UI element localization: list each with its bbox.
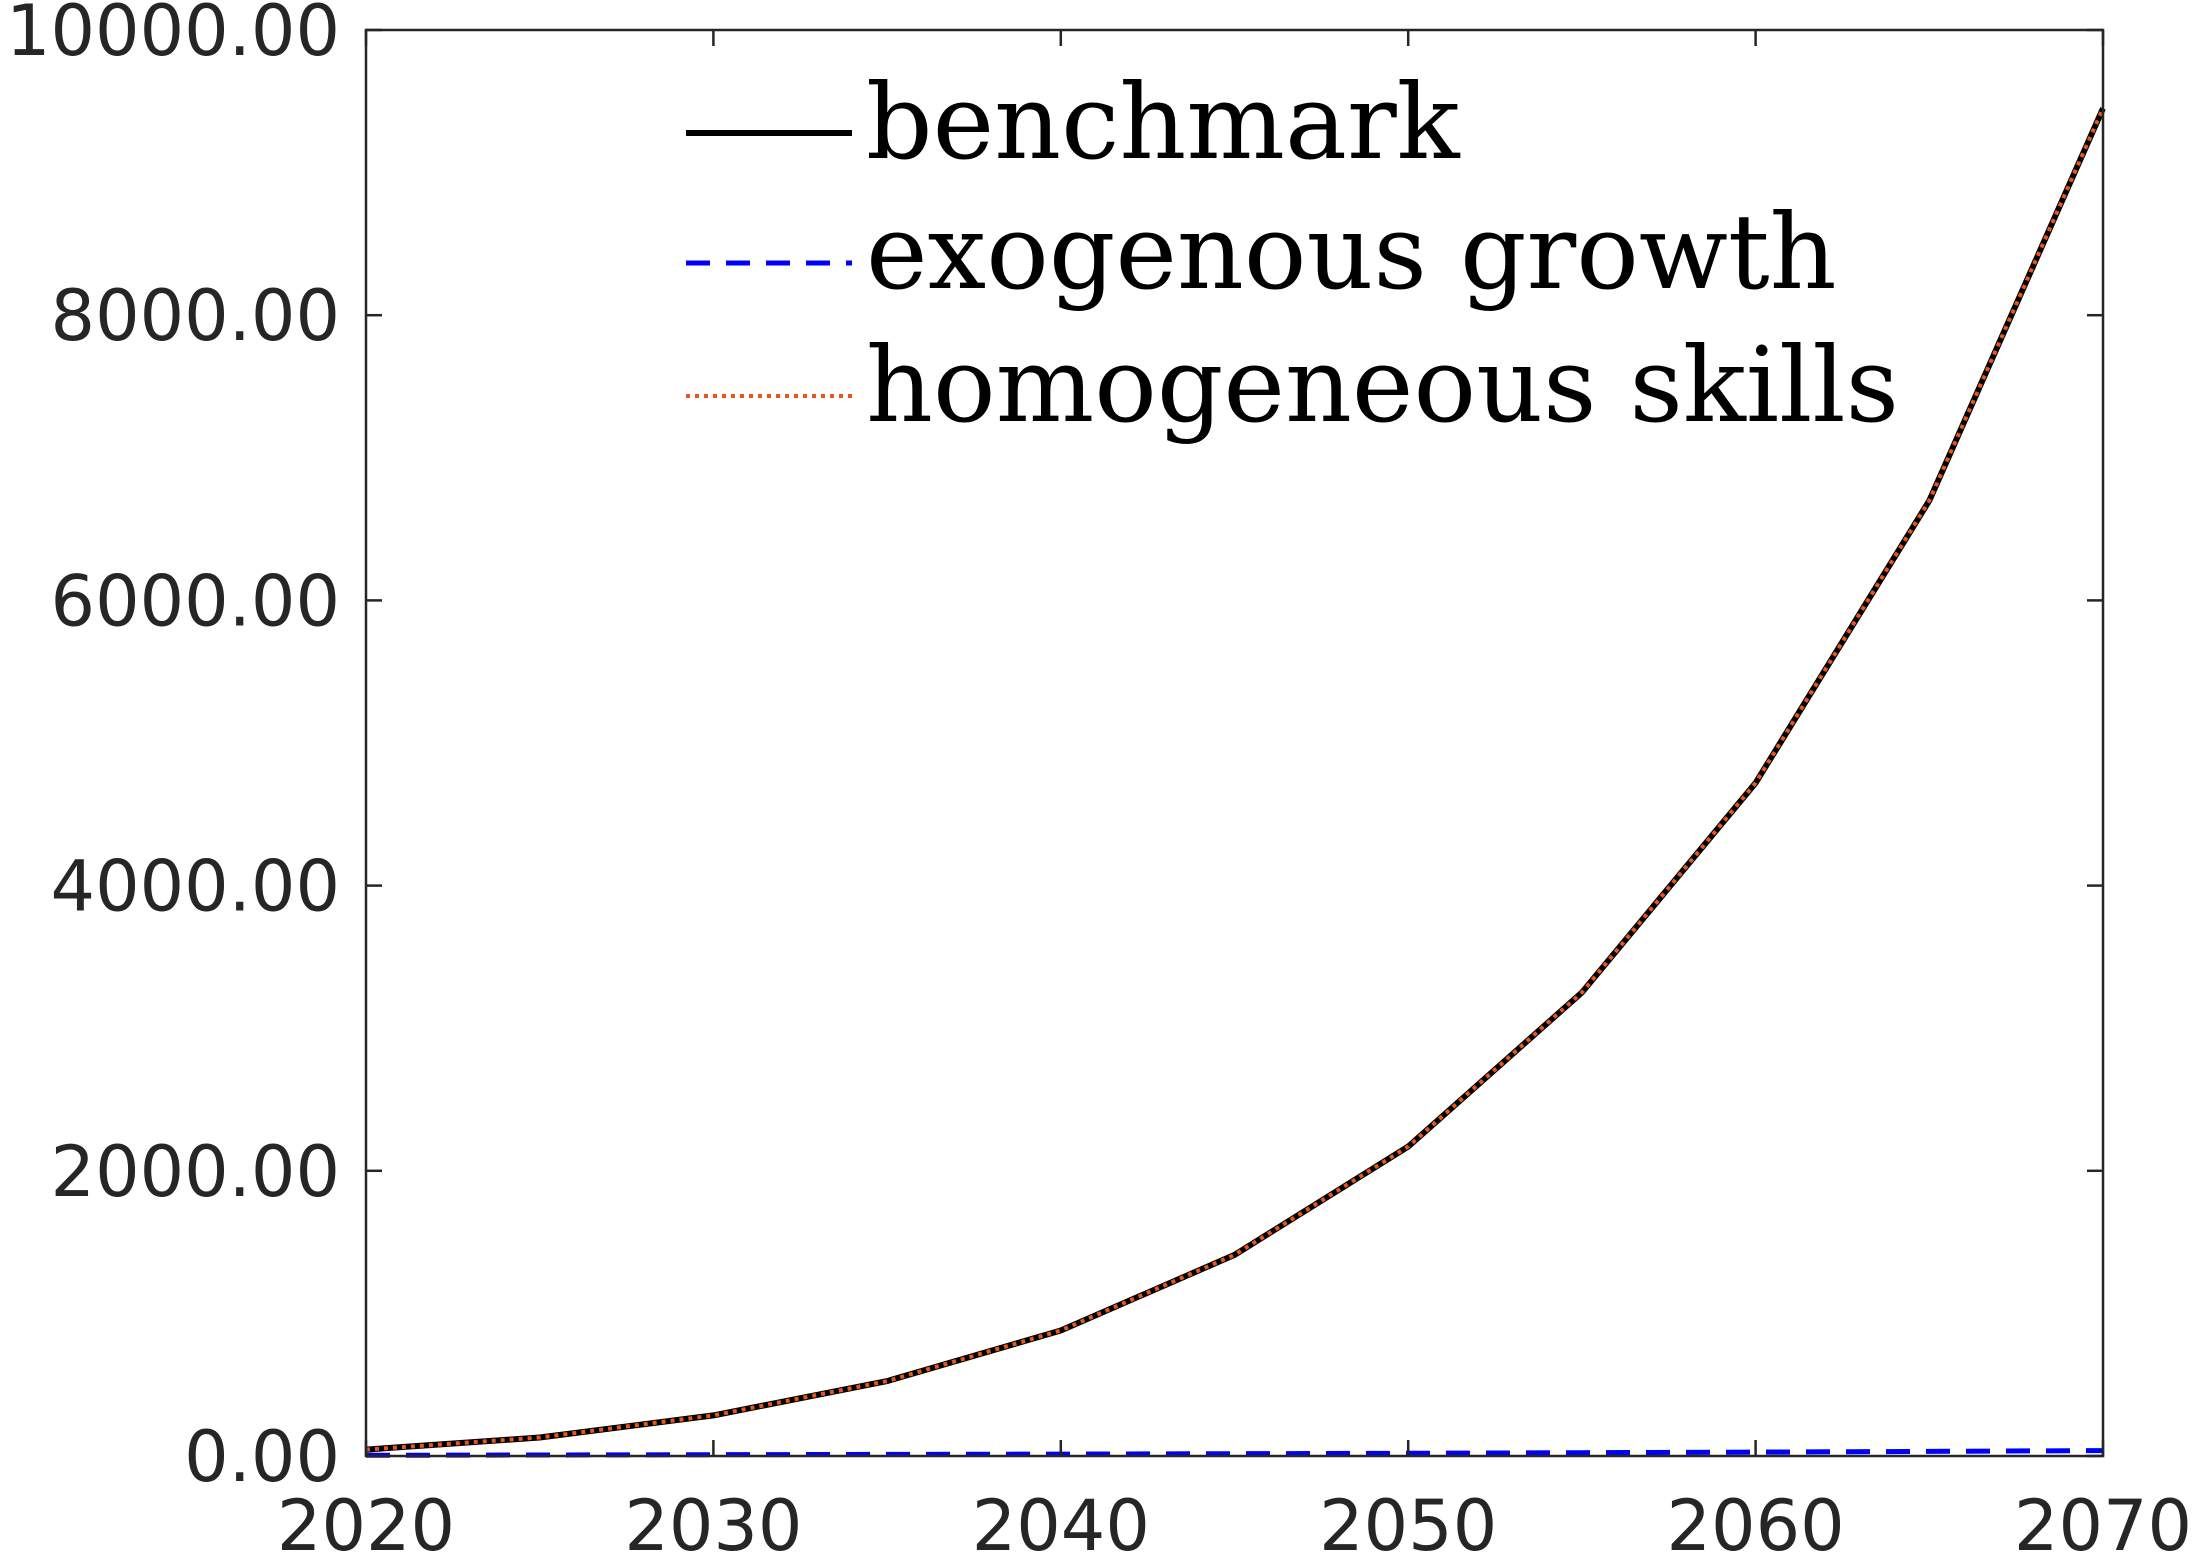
x-tick-label: 2060 xyxy=(1667,1485,1845,1554)
y-tick-label: 4000.00 xyxy=(51,846,340,928)
legend-label: homogeneous skills xyxy=(866,324,1899,446)
y-tick-label: 2000.00 xyxy=(51,1131,340,1213)
y-tick-label: 10000.00 xyxy=(6,0,340,72)
x-axis-tick-labels: 2020 2030 2040 2050 2060 2070 xyxy=(277,1485,2192,1554)
x-tick-label: 2030 xyxy=(624,1485,802,1554)
y-tick-label: 0.00 xyxy=(184,1416,340,1498)
y-axis-tick-labels: 0.00 2000.00 4000.00 6000.00 8000.00 10000.00 xyxy=(6,0,340,1498)
x-tick-label: 2070 xyxy=(2014,1485,2192,1554)
x-tick-label: 2050 xyxy=(1319,1485,1497,1554)
x-tick-label: 2040 xyxy=(972,1485,1150,1554)
plot-area-frame xyxy=(364,28,2105,1458)
series-line-exogenous-growth xyxy=(365,1448,2104,1458)
legend-label: exogenous growth xyxy=(866,191,1837,313)
x-tick-label: 2020 xyxy=(277,1485,455,1554)
axis-ticks xyxy=(364,28,2105,1458)
y-tick-label: 6000.00 xyxy=(51,560,340,642)
series-line-homogeneous-skills xyxy=(365,107,2105,1452)
y-tick-label: 8000.00 xyxy=(51,275,340,357)
legend-label: benchmark xyxy=(866,61,1461,183)
